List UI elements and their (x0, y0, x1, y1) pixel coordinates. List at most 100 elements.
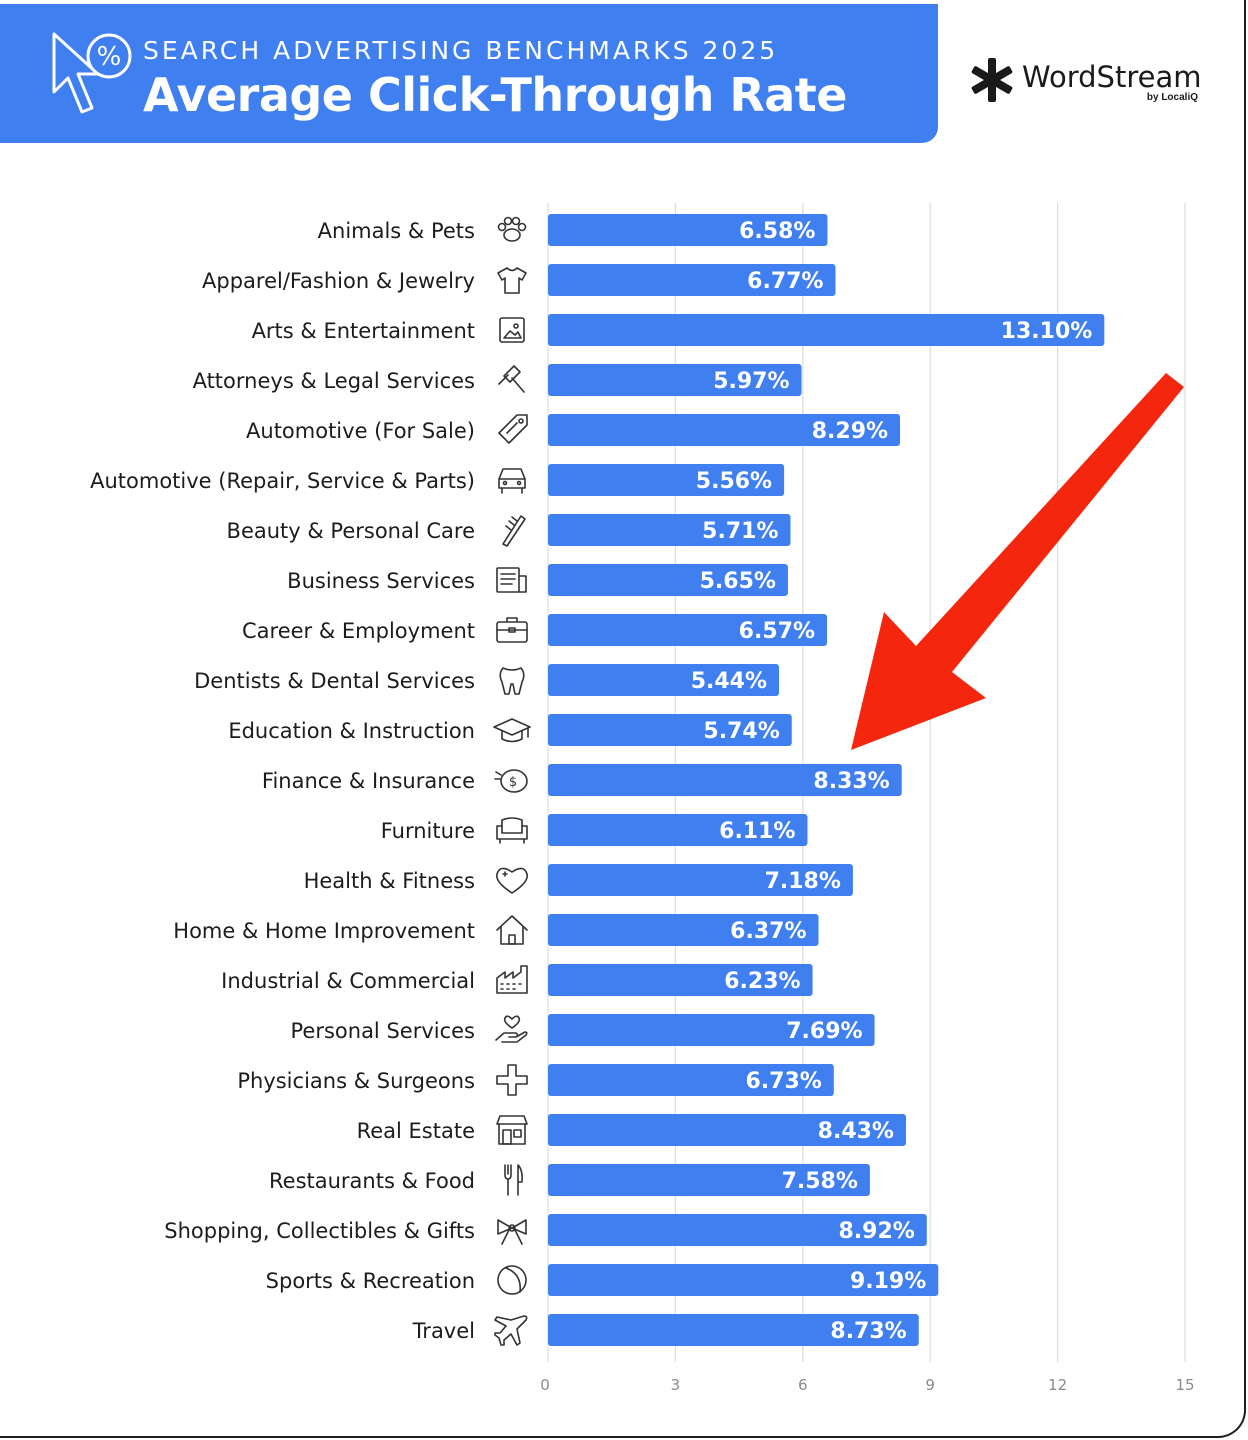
category-label: Industrial & Commercial (221, 969, 475, 993)
bar (548, 714, 792, 746)
bar (548, 1314, 919, 1346)
briefcase-icon (496, 617, 528, 643)
bar-value-label: 8.29% (812, 419, 888, 444)
price-tag-icon (498, 414, 528, 444)
x-tick-label: 9 (925, 1376, 935, 1394)
airplane-icon (494, 1315, 528, 1346)
category-label: Travel (412, 1319, 475, 1343)
x-tick-label: 15 (1175, 1376, 1194, 1394)
bar-value-label: 7.18% (765, 869, 841, 894)
bar-value-label: 9.19% (850, 1269, 926, 1294)
x-tick-label: 6 (798, 1376, 808, 1394)
bar-value-label: 6.37% (730, 919, 806, 944)
medical-cross-icon (496, 1064, 528, 1096)
bar-value-label: 8.33% (813, 769, 889, 794)
hand-heart-icon (495, 1015, 528, 1043)
bar-value-label: 6.73% (745, 1069, 821, 1094)
bar-value-label: 13.10% (1001, 319, 1093, 344)
category-label: Apparel/Fashion & Jewelry (202, 269, 475, 293)
bar-value-label: 7.58% (782, 1169, 858, 1194)
category-label: Education & Instruction (228, 719, 475, 743)
bar (548, 364, 802, 396)
category-label: Shopping, Collectibles & Gifts (164, 1219, 475, 1243)
bar (548, 1064, 834, 1096)
bar (548, 1264, 939, 1296)
bar (548, 814, 808, 846)
svg-text:%: % (97, 42, 122, 72)
bar-value-label: 7.69% (786, 1019, 862, 1044)
brand-name: WordStream (1022, 60, 1202, 94)
wordstream-star-icon (971, 58, 1013, 102)
gift-bow-icon (497, 1219, 527, 1245)
bar-value-label: 8.92% (838, 1219, 914, 1244)
category-label: Beauty & Personal Care (227, 519, 475, 543)
house-icon (496, 915, 528, 945)
bar-value-label: 5.56% (696, 469, 772, 494)
category-label: Physicians & Surgeons (237, 1069, 475, 1093)
category-labels: Animals & Pets Apparel/Fashion & Jewelry A… (90, 219, 475, 1343)
piggy-bank-icon: $ (494, 769, 528, 793)
bar-value-label: 6.57% (739, 619, 815, 644)
category-label: Sports & Recreation (266, 1269, 475, 1293)
bar-value-label: 6.58% (739, 219, 815, 244)
category-label: Attorneys & Legal Services (193, 369, 475, 393)
bar-value-label: 5.65% (700, 569, 776, 594)
bar (548, 1114, 906, 1146)
category-label: Dentists & Dental Services (194, 669, 475, 693)
ball-icon (497, 1265, 527, 1295)
category-label: Arts & Entertainment (252, 319, 475, 343)
bar-value-label: 5.97% (713, 369, 789, 394)
tooth-icon (499, 667, 525, 695)
fork-knife-icon (504, 1164, 523, 1196)
category-label: Furniture (381, 819, 475, 843)
tshirt-icon (497, 267, 527, 294)
bar (548, 964, 813, 996)
bar-value-label: 6.11% (719, 819, 795, 844)
x-tick-label: 3 (671, 1376, 681, 1394)
bar-value-label: 6.23% (724, 969, 800, 994)
cursor-percent-icon: % (52, 32, 132, 114)
brand-byline: by LocaliQ (1146, 92, 1198, 103)
category-label: Home & Home Improvement (173, 919, 475, 943)
bar (548, 564, 788, 596)
heart-icon (496, 867, 528, 894)
bar-value-label: 5.74% (703, 719, 779, 744)
category-label: Real Estate (357, 1119, 475, 1143)
bars: 6.58% 6.77% 13.10% 5.97% 8.29% 5.56% 5.71% 5.65… (548, 214, 1105, 1346)
category-label: Business Services (287, 569, 475, 593)
armchair-icon (496, 817, 528, 844)
header-subtitle: SEARCH ADVERTISING BENCHMARKS 2025 (143, 36, 779, 65)
bar (548, 914, 819, 946)
x-tick-label: 0 (540, 1376, 550, 1394)
svg-text:$: $ (509, 775, 517, 790)
bar (548, 1164, 870, 1196)
bar (548, 314, 1105, 346)
category-label: Health & Fitness (304, 869, 475, 893)
chart-title: Average Click-Through Rate (143, 68, 848, 122)
picture-icon (499, 317, 525, 343)
car-icon (498, 468, 526, 494)
x-axis-ticks: 0 3 6 9 12 15 (540, 1376, 1194, 1394)
bar-value-label: 8.43% (818, 1119, 894, 1144)
category-label: Automotive (Repair, Service & Parts) (90, 469, 475, 493)
paw-icon (497, 216, 527, 242)
bar (548, 414, 901, 446)
wordstream-logo: WordStream by LocaliQ (968, 56, 1208, 106)
bar (548, 264, 836, 296)
category-label: Finance & Insurance (262, 769, 475, 793)
bar (548, 764, 902, 796)
bar-value-label: 5.44% (691, 669, 767, 694)
comb-icon (502, 515, 526, 547)
x-tick-label: 12 (1048, 1376, 1067, 1394)
category-label: Restaurants & Food (269, 1169, 475, 1193)
bar (548, 864, 853, 896)
storefront-icon (496, 1115, 528, 1145)
category-label: Career & Employment (242, 619, 475, 643)
category-icons: $ (493, 216, 531, 1346)
bar (548, 614, 828, 646)
document-icon (496, 567, 527, 593)
bar (548, 1014, 875, 1046)
gavel-icon (498, 365, 525, 393)
category-label: Personal Services (291, 1019, 476, 1043)
